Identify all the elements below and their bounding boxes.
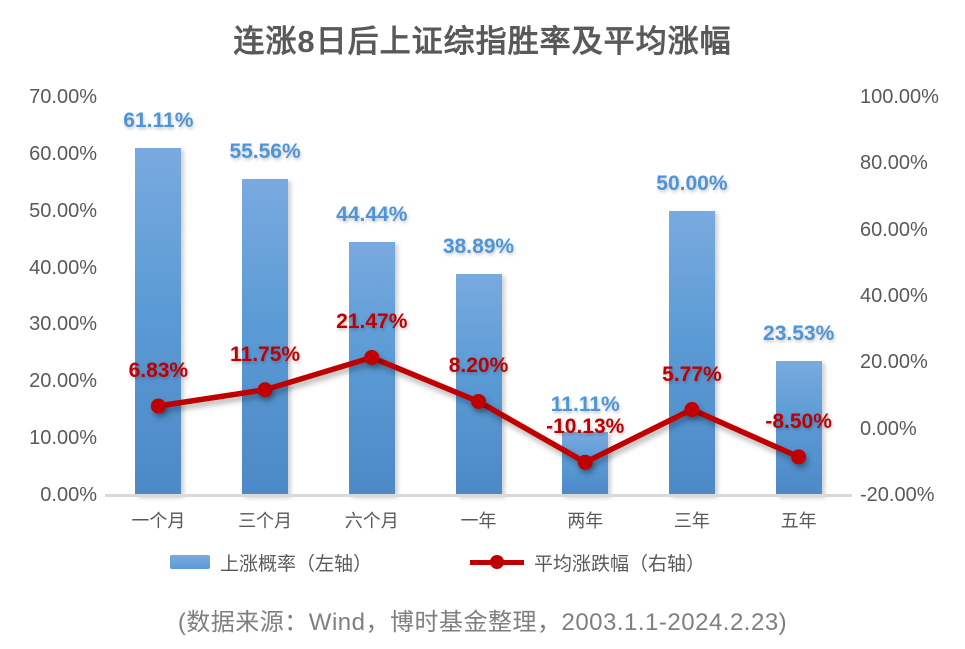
category-label: 六个月 (344, 511, 399, 531)
left-axis-tick: 20.00% (29, 370, 97, 393)
right-axis-tick: 40.00% (860, 285, 928, 307)
line-value-label: 11.75% (230, 342, 301, 366)
line-value-label: 8.20% (448, 354, 509, 378)
left-axis-tick: 50.00% (29, 199, 97, 222)
bar (562, 431, 609, 496)
legend-label: 平均涨跌幅（右轴） (534, 553, 706, 575)
bar-value-label: 50.00% (656, 171, 728, 195)
right-axis-tick: 100.00% (860, 86, 939, 108)
bar (135, 147, 182, 496)
bar (668, 210, 715, 496)
bar-value-label: 55.56% (229, 140, 301, 164)
bar-value-label: 61.11% (123, 108, 194, 132)
bar (242, 179, 289, 496)
line-value-label: 21.47% (336, 310, 408, 334)
bar (348, 242, 395, 496)
right-axis-tick: 0.00% (860, 417, 917, 440)
left-axis-tick: 10.00% (29, 427, 97, 450)
bar (455, 273, 502, 496)
legend-label: 上涨概率（左轴） (219, 553, 372, 575)
bar-value-label: 44.44% (336, 203, 408, 227)
line-swatch-dot (490, 555, 504, 569)
line-value-label: -8.50% (765, 409, 832, 433)
category-label: 五年 (780, 511, 817, 531)
legend: 上涨概率（左轴） 平均涨跌幅（右轴） (0, 546, 920, 578)
category-label: 三个月 (238, 511, 293, 531)
left-axis-tick: 0.00% (40, 484, 97, 506)
right-axis-tick: 80.00% (860, 152, 928, 175)
bar-value-label: 23.53% (763, 322, 835, 346)
category-label: 两年 (567, 511, 604, 531)
category-label: 一年 (460, 511, 497, 531)
left-axis-tick: 70.00% (29, 86, 97, 108)
left-axis-tick: 30.00% (29, 313, 97, 336)
right-axis-tick: 60.00% (860, 218, 928, 241)
bar-swatch-icon (169, 555, 210, 569)
right-axis-tick: -20.00% (860, 484, 935, 506)
left-axis-tick: 40.00% (29, 256, 97, 279)
line-value-label: -10.13% (546, 415, 625, 439)
data-source-note: (数据来源：Wind，博时基金整理，2003.1.1-2024.2.23) (177, 609, 788, 636)
right-axis-tick: 20.00% (860, 351, 928, 374)
bar-value-label: 38.89% (442, 234, 515, 258)
line-value-label: 5.77% (662, 362, 722, 386)
category-label: 三年 (673, 511, 710, 531)
x-axis-line (105, 494, 852, 497)
legend-item-line-series: 平均涨跌幅（右轴） (470, 549, 705, 576)
category-label: 一个月 (131, 511, 186, 531)
left-axis-tick: 60.00% (29, 142, 97, 165)
line-swatch-icon (470, 555, 524, 569)
chart-title: 连涨8日后上证综指胜率及平均涨幅 (233, 24, 732, 59)
legend-item-bar-series: 上涨概率（左轴） (169, 549, 372, 576)
